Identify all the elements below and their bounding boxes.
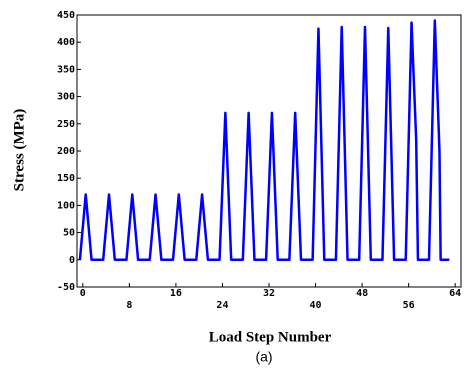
x-tick-label: 0 (80, 288, 86, 299)
y-tick-label: 0 (69, 255, 75, 266)
caption: (a) (255, 349, 272, 365)
y-tick-label: 300 (57, 92, 75, 103)
y-axis-label: Stress (MPa) (11, 109, 27, 192)
plot-frame (76, 14, 462, 288)
data-line (78, 19, 450, 262)
x-tick-label: 40 (310, 300, 322, 311)
y-tick-label: 350 (57, 64, 75, 75)
x-axis-label: Load Step Number (209, 329, 332, 345)
x-tick-label: 16 (170, 288, 182, 299)
y-tick-label: 450 (57, 10, 75, 21)
y-tick-label: 100 (57, 200, 75, 211)
x-tick-label: 24 (216, 300, 228, 311)
x-tick-label: 48 (356, 288, 368, 299)
y-tick-label: -50 (57, 282, 75, 293)
x-tick-label: 56 (403, 300, 415, 311)
y-tick-label: 150 (57, 173, 75, 184)
x-tick-label: 32 (263, 288, 275, 299)
y-tick-label: 250 (57, 119, 75, 130)
x-tick-label: 8 (126, 300, 132, 311)
y-tick-label: 50 (63, 228, 75, 239)
y-tick-label: 200 (57, 146, 75, 157)
x-tick-label: 64 (449, 288, 461, 299)
y-tick-label: 400 (57, 37, 75, 48)
